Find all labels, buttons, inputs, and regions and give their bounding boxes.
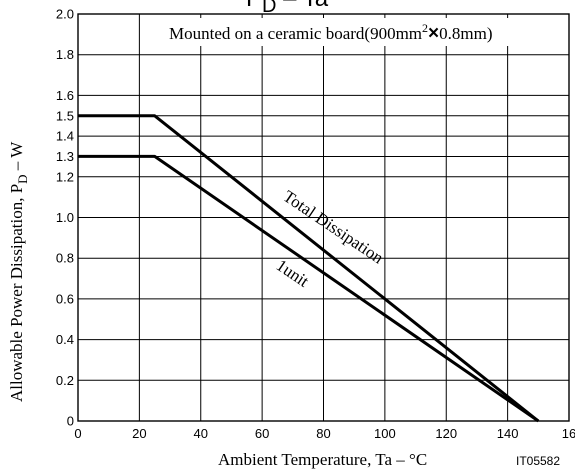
plot-frame [77, 13, 570, 422]
condition-annotation-bg [162, 18, 564, 46]
x-tick-label: 16 [562, 426, 575, 441]
grid [78, 14, 569, 421]
x-tick-label: 20 [132, 426, 146, 441]
y-tick-label: 1.4 [56, 129, 74, 144]
condition-annotation-times: × [428, 23, 439, 44]
y-tick-label: 1.5 [56, 108, 74, 123]
y-tick-label: 1.0 [56, 210, 74, 225]
series [78, 114, 540, 423]
x-axis-label: Ambient Temperature, Ta – °C [218, 450, 427, 469]
series-line-total-dissipation [78, 114, 540, 423]
condition-annotation-rest: 0.8mm) [439, 24, 492, 43]
condition-annotation-sup: 2 [422, 21, 428, 35]
chart-title: PD – Ta [246, 0, 329, 17]
y-axis-label-rest: – W [7, 141, 26, 175]
condition-annotation: Mounted on a ceramic board(900mm2×0.8mm) [169, 21, 493, 44]
x-tick-label: 80 [316, 426, 330, 441]
y-axis-label-sub: D [15, 174, 30, 183]
y-tick-label: 1.2 [56, 169, 74, 184]
y-axis-label: Allowable Power Dissipation, PD – W [7, 141, 30, 402]
x-tick-label: 40 [194, 426, 208, 441]
y-tick-label: 0.2 [56, 373, 74, 388]
x-tick-label: 120 [435, 426, 457, 441]
y-tick-label: 1.8 [56, 47, 74, 62]
condition-annotation-text: Mounted on a ceramic board(900mm [169, 24, 422, 43]
chart-title-rest: – Ta [276, 0, 328, 12]
tick-labels: 0 20 40 60 80 100 120 140 1600.20.40.60.81.01.21… [56, 7, 575, 442]
figure-code: IT05582 [516, 454, 560, 468]
x-tick-label: 0 [74, 426, 81, 441]
y-tick-label: 1.6 [56, 88, 74, 103]
series-line-1unit [78, 154, 540, 423]
y-tick-label: 2.0 [56, 7, 74, 22]
x-tick-label: 100 [374, 426, 396, 441]
chart-title-sub: D [262, 0, 276, 17]
y-tick-label: 0.8 [56, 251, 74, 266]
y-tick-label: 0.6 [56, 291, 74, 306]
y-tick-label: 0 [67, 414, 74, 429]
chart-title-main: P [246, 0, 262, 12]
y-tick-label: 0.4 [56, 332, 74, 347]
x-tick-label: 140 [497, 426, 519, 441]
x-tick-label: 60 [255, 426, 269, 441]
y-tick-label: 1.3 [56, 149, 74, 164]
y-axis-label-main: Allowable Power Dissipation, P [7, 184, 26, 402]
